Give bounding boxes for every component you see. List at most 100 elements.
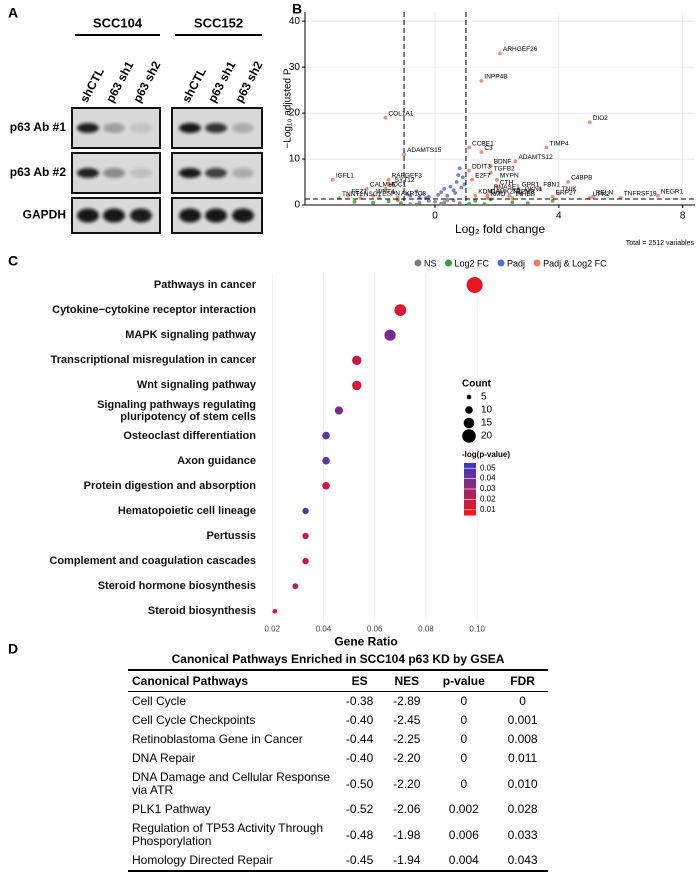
table-cell: DNA Repair [132,751,196,765]
band [77,168,99,178]
colorbar-label: 0.03 [480,484,496,493]
gene-label: CAMK2N1 [491,189,522,196]
point [467,201,471,206]
gene-label: AKR1C3 [401,190,427,197]
point [445,198,450,202]
table-cell: Retinoblastoma Gene in Cancer [132,732,303,746]
table-row: Homology Directed Repair -0.45 -1.94 0.004 0… [128,851,548,871]
dot [334,406,343,415]
point [488,189,493,194]
legend-label: Padj [507,258,525,268]
size-legend-label: 20 [481,431,493,442]
point [488,164,493,168]
gene-label: BDNF [494,159,512,166]
gene-label: C4BPB [571,175,592,182]
y-tick-label: 30 [289,62,301,73]
band [232,208,254,223]
dot [384,329,396,341]
dot [394,304,407,316]
colorbar-slice [464,497,476,500]
point [426,194,431,199]
point [550,198,555,203]
table-cell: -1.94 [393,853,421,867]
colorbar-label: 0.02 [480,495,496,504]
colorbar-slice [464,463,476,466]
gene-label: WNT4 [376,189,395,196]
y-axis-title: −Log₁₀ adjusted P [283,68,294,148]
table-cell: 0.002 [448,802,479,816]
point [473,193,478,198]
panel-label: B [292,1,302,17]
legend-label: Log2 FC [455,258,490,268]
dot [302,532,309,540]
point [556,191,561,196]
category-label: Cytokine−cytokine receptor interaction [52,304,256,317]
point [550,194,555,199]
table-cell: PLK1 Pathway [132,802,211,816]
table-cell: 0 [460,776,468,791]
header-cell: p-value [430,670,498,692]
table-row: Retinoblastoma Gene in Cancer -0.44 -2.25 0… [128,730,548,749]
header-cell: ES [336,670,384,692]
point [330,177,335,182]
point [498,51,502,56]
size-legend-label: 10 [481,405,493,416]
gene-label: NEGR1 [661,189,684,196]
colorbar-slice [464,505,476,508]
point [462,182,467,187]
point [433,199,437,204]
point [457,166,462,171]
legend-label: Padj & Log2 FC [543,258,607,268]
point [495,177,499,182]
table-cell: -2.89 [393,694,421,708]
point [544,145,549,150]
colorbar-slice [464,501,476,504]
x-axis-title: Log₂ fold change [455,222,545,236]
band [179,123,201,133]
point [485,196,490,201]
dot [322,456,330,465]
table-cell: DNA Damage and Cellular Response via ATR [132,770,331,797]
table-cell: 0.011 [508,751,538,765]
table-cell: 0.001 [507,713,538,727]
table-cell: Regulation of TP53 Activity Through Phos… [132,821,324,848]
category-label: Axon guidance [177,454,256,467]
size-legend-label: 5 [481,392,487,403]
group-label: SCC104 [93,15,143,30]
category-label: Pathways in cancer [153,279,256,291]
colorbar-slice [464,473,476,476]
table-row: PLK1 Pathway -0.52 -2.06 0.002 0.028 [128,800,548,819]
size-legend-dot [462,429,476,443]
point [383,115,388,120]
point [488,170,493,175]
point [442,187,447,191]
table-cell: -0.38 [345,694,374,708]
row-label: GAPDH [23,208,66,222]
legend-label: NS [424,258,437,268]
colorbar-slice [464,507,476,510]
point [399,201,403,206]
x-tick-label: 0.08 [418,624,434,633]
gene-label: TNNT2 [342,191,363,198]
gene-label: ERP27 [556,189,577,196]
table-cell: Homology Directed Repair [132,853,273,867]
colorbar-label: 0.05 [480,463,496,472]
gene-label: TIMP4 [549,140,569,147]
point [513,159,518,164]
table-row: DNA Damage and Cellular Response via ATR… [128,768,548,800]
band [232,123,254,133]
legend-swatch [445,259,453,267]
dot [302,507,309,515]
gene-label: IGFL1 [336,172,354,179]
gene-label: INHBB [515,191,535,198]
table-row: Regulation of TP53 Activity Through Phos… [128,819,548,851]
row-label: p63 Ab #2 [10,165,67,179]
band [77,208,99,223]
table-cell: 0.010 [507,776,538,791]
panel-label: D [8,641,18,657]
gene-label: ESPN [382,190,400,197]
point [454,180,459,184]
category-label: Osteoclast differentiation [123,429,256,442]
gene-label: RAPGEF3 [392,172,423,179]
